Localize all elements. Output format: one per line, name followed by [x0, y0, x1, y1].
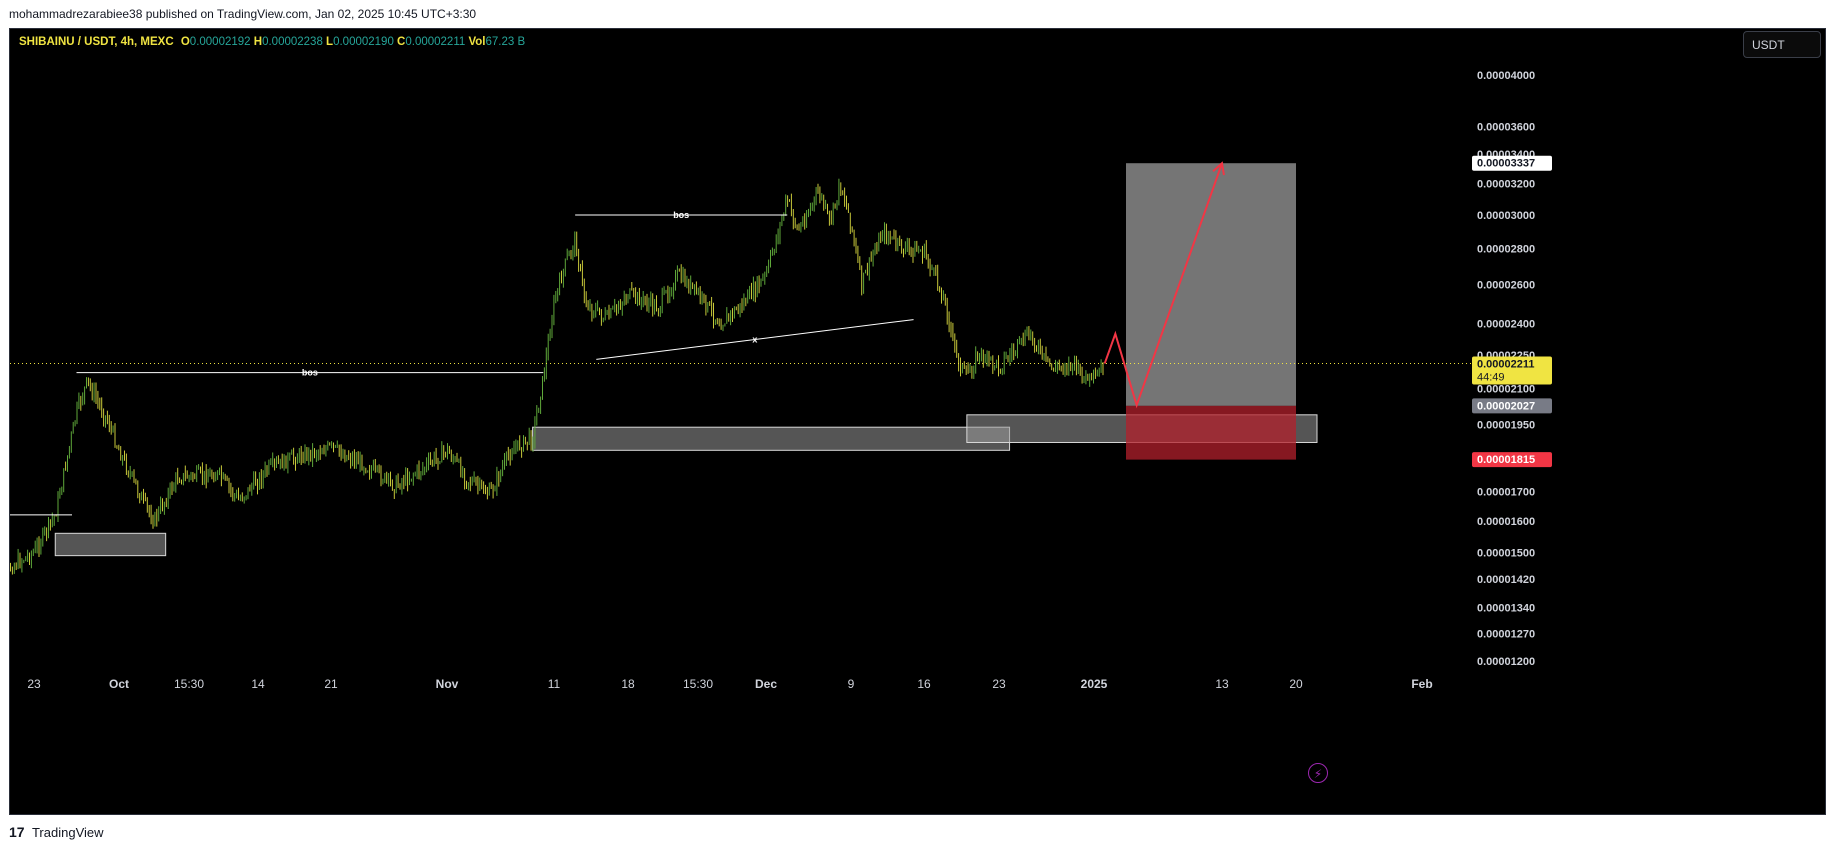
legend-high: 0.00002238 [262, 36, 323, 48]
legend-open: 0.00002192 [189, 36, 251, 48]
price-tick-label: 0.00002800 [1477, 244, 1535, 256]
time-tick-label: 21 [324, 677, 338, 691]
legend-volume-label: Vol [468, 36, 486, 48]
price-tick-label: 0.00004000 [1477, 70, 1535, 82]
price-tick-label: 0.00002100 [1477, 384, 1535, 396]
price-tick-label: 0.00002600 [1477, 280, 1535, 292]
time-tick-label: 15:30 [174, 677, 204, 691]
time-tick-label: 15:30 [683, 677, 713, 691]
legend-low: 0.00002190 [333, 36, 394, 48]
time-tick-label: Dec [755, 677, 777, 691]
footer-brand: TradingView [31, 825, 104, 840]
time-tick-label: 14 [251, 677, 265, 691]
time-tick-label: 18 [621, 677, 635, 691]
price-tag-last-label: 0.00002211 [1477, 359, 1535, 371]
trendline-label: x [752, 334, 757, 344]
publish-header: mohammadrezarabiee38 published on Tradin… [0, 0, 1835, 28]
price-tick-label: 0.00001950 [1477, 420, 1535, 432]
price-tag-stop-label: 0.00001815 [1477, 454, 1535, 466]
price-tick-label: 0.00001500 [1477, 547, 1535, 559]
tradingview-logo-icon: 17 [9, 824, 25, 840]
demand-zone [532, 426, 1011, 451]
time-axis: 23 Oct 15:30 14 21 Nov 11 18 15:30 Dec 9 16 23 2025 13… [27, 677, 1432, 691]
position-layer [1126, 163, 1296, 460]
price-tag-target-label: 0.00003337 [1477, 158, 1535, 170]
time-tick-label: Feb [1411, 677, 1432, 691]
candle-layer [10, 178, 1104, 575]
time-tick-label: Oct [109, 677, 129, 691]
time-tick-label: 13 [1215, 677, 1229, 691]
price-tag-entry [1472, 398, 1552, 414]
price-tick-label: 0.00001340 [1477, 602, 1535, 614]
price-tick-label: 0.00003200 [1477, 179, 1535, 191]
target-zone [1126, 163, 1296, 406]
price-tag-target [1472, 155, 1552, 171]
legend-close: 0.00002211 [405, 36, 466, 48]
projection-layer [1103, 161, 1225, 409]
time-tick-label: 23 [27, 677, 41, 691]
price-tag-entry-label: 0.00002027 [1477, 400, 1535, 412]
chart-area[interactable]: bos bos x 0.00004000 0.00003600 0.00003400 0.… [9, 28, 1826, 815]
projection-path [1103, 162, 1223, 409]
price-tick-label: 0.00003000 [1477, 210, 1535, 222]
time-tick-label: 11 [548, 677, 561, 691]
annotation-layer: bos bos x [10, 210, 1472, 516]
legend-close-label: C [397, 36, 406, 48]
legend-high-label: H [253, 36, 263, 48]
bos-label: bos [302, 368, 318, 378]
price-tag-last [1472, 356, 1552, 385]
price-tick-label: 0.00001200 [1477, 656, 1535, 668]
bos-label: bos [673, 210, 689, 220]
price-tick-label: 0.00003600 [1477, 121, 1535, 133]
demand-zone [54, 532, 167, 557]
projection-arrowhead [1212, 161, 1225, 176]
price-tick-label: 0.00001270 [1477, 628, 1535, 640]
price-tick-label: 0.00002400 [1477, 319, 1535, 331]
legend-open-label: O [180, 36, 190, 48]
time-tick-label: 20 [1289, 677, 1303, 691]
price-tick-label: 0.00001700 [1477, 486, 1535, 498]
time-tick-label: 9 [848, 677, 855, 691]
time-tick-label: Nov [436, 677, 459, 691]
legend-low-label: L [326, 36, 334, 48]
price-tick-label: 0.00001600 [1477, 516, 1535, 528]
time-tick-label: 2025 [1081, 677, 1108, 691]
legend-volume: 67.23 B [485, 36, 526, 48]
legend-symbol: SHIBAINU / USDT, 4h, MEXC [19, 36, 174, 48]
stop-loss-zone [1126, 405, 1296, 460]
time-tick-label: 16 [917, 677, 931, 691]
price-tick-label: 0.00001420 [1477, 574, 1535, 586]
price-countdown-label: 44:49 [1477, 372, 1505, 384]
lightning-icon[interactable]: ⚡ [1308, 763, 1328, 783]
currency-button[interactable]: USDT [1743, 31, 1821, 58]
footer: 17 TradingView [9, 818, 104, 846]
price-tag-stop [1472, 452, 1552, 468]
symbol-legend: SHIBAINU / USDT, 4h, MEXC O0.00002192 H0… [19, 36, 525, 48]
trendline [596, 319, 914, 360]
publish-line: mohammadrezarabiee38 published on Tradin… [9, 7, 477, 21]
time-tick-label: 23 [992, 677, 1006, 691]
